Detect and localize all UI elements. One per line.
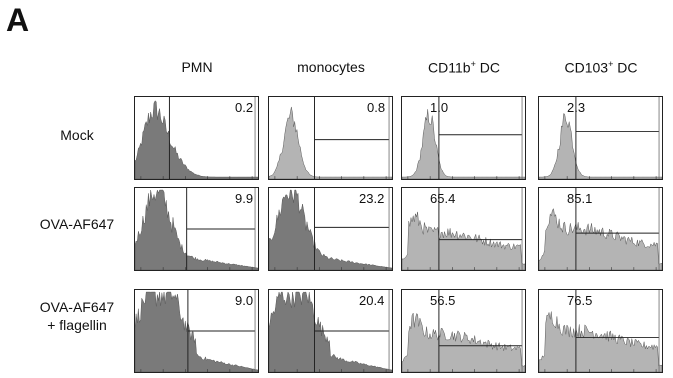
row-label: Mock (18, 126, 136, 144)
histogram-area (539, 208, 662, 270)
histogram-plot (539, 97, 662, 179)
histogram-plot (135, 290, 258, 372)
gate-percentage: 2.3 (567, 100, 586, 115)
histogram-panel: 2.3 (538, 96, 663, 180)
column-header: PMN (132, 59, 262, 75)
histogram-plot (135, 188, 258, 270)
row-label-line: OVA-AF647 (39, 216, 115, 232)
column-header-sup: + (470, 59, 476, 69)
histogram-panel: 9.9 (134, 187, 259, 271)
histogram-area (539, 113, 662, 179)
gate-percentage: 65.4 (430, 191, 456, 206)
histogram-panel: 1.0 (401, 96, 526, 180)
gate-percentage: 85.1 (567, 191, 593, 206)
column-header-suffix: DC (475, 59, 500, 76)
column-header-name: CD11b (428, 59, 471, 76)
histogram-panel: 65.4 (401, 187, 526, 271)
gate-percentage: 76.5 (567, 293, 593, 308)
gate-percentage: 1.0 (430, 100, 449, 115)
histogram-area (135, 100, 258, 179)
histogram-area (269, 291, 392, 372)
histogram-panel: 0.8 (268, 96, 393, 180)
gate-percentage: 56.5 (430, 293, 456, 308)
histogram-area (135, 291, 258, 372)
histogram-panel: 9.0 (134, 289, 259, 373)
column-header: monocytes (266, 59, 396, 75)
histogram-plot (402, 97, 525, 179)
histogram-plot (269, 290, 392, 372)
histogram-panel: 0.2 (134, 96, 259, 180)
gate-percentage: 9.0 (235, 293, 254, 308)
column-header-name: monocytes (297, 59, 365, 75)
histogram-plot (402, 290, 525, 372)
row-label-line: + flagellin (47, 317, 107, 333)
column-header-name: PMN (181, 59, 213, 75)
histogram-area (269, 106, 392, 179)
histogram-panel: 76.5 (538, 289, 663, 373)
panel-label: A (6, 2, 30, 38)
histogram-plot (269, 97, 392, 179)
column-header-sup: + (608, 59, 614, 69)
row-label-line: OVA-AF647 (39, 299, 115, 315)
histogram-plot (135, 97, 258, 179)
column-header-suffix: DC (613, 59, 638, 76)
gate-percentage: 20.4 (359, 293, 385, 308)
histogram-plot (269, 188, 392, 270)
gate-percentage: 0.8 (367, 100, 386, 115)
histogram-panel: 23.2 (268, 187, 393, 271)
histogram-area (402, 211, 525, 270)
histogram-area (402, 312, 525, 372)
histogram-panel: 85.1 (538, 187, 663, 271)
histogram-area (269, 189, 392, 270)
column-header: CD103+ DC (536, 59, 666, 76)
histogram-panel: 20.4 (268, 289, 393, 373)
gate-percentage: 0.2 (235, 100, 254, 115)
row-label: OVA-AF647 (18, 215, 136, 233)
gate-percentage: 23.2 (359, 191, 385, 206)
histogram-area (402, 109, 525, 179)
gate-percentage: 9.9 (235, 191, 254, 206)
histogram-area (135, 189, 258, 270)
histogram-plot (539, 290, 662, 372)
column-header: CD11b+ DC (399, 59, 529, 76)
row-label-line: Mock (60, 127, 94, 143)
column-header-name: CD103 (564, 59, 609, 76)
histogram-plot (539, 188, 662, 270)
histogram-panel: 56.5 (401, 289, 526, 373)
row-label: OVA-AF647 + flagellin (18, 298, 136, 334)
histogram-plot (402, 188, 525, 270)
histogram-area (539, 311, 662, 372)
